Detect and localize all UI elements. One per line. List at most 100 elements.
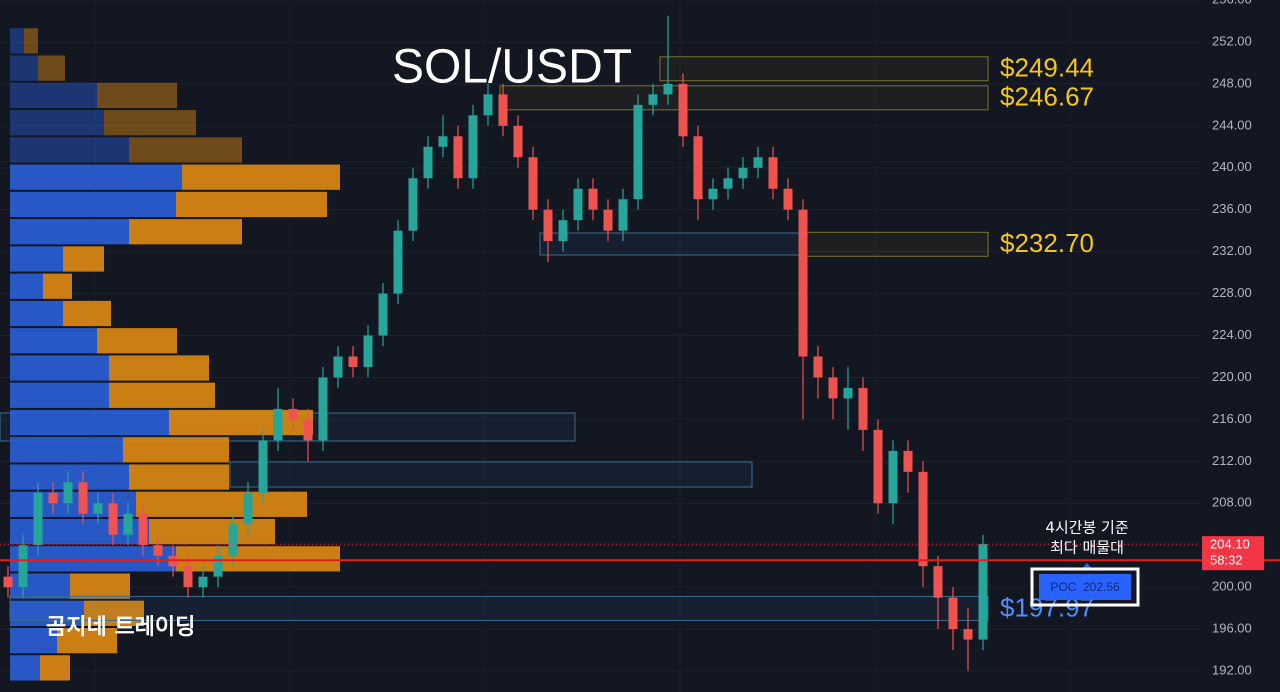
y-tick-label: 192.00 xyxy=(1212,662,1252,677)
y-tick-label: 200.00 xyxy=(1212,579,1252,594)
profile-sell xyxy=(84,600,144,626)
candle-body xyxy=(708,188,718,200)
candle-body xyxy=(183,566,193,588)
y-tick-label: 252.00 xyxy=(1212,33,1252,48)
profile-buy xyxy=(10,137,129,163)
candle-body xyxy=(798,209,808,357)
candle-body xyxy=(588,188,598,210)
candle-body xyxy=(573,188,583,221)
profile-sell xyxy=(129,219,242,245)
candle-body xyxy=(528,157,538,210)
profile-buy xyxy=(10,246,63,272)
profile-sell xyxy=(63,300,111,327)
profile-buy xyxy=(10,164,182,190)
profile-sell xyxy=(97,82,177,109)
candles xyxy=(3,15,988,672)
profile-buy xyxy=(10,273,43,299)
candle-body xyxy=(483,94,493,116)
candle-body xyxy=(498,94,508,126)
poc-box xyxy=(1039,574,1131,600)
candle-body xyxy=(783,188,793,210)
candle-body xyxy=(888,450,898,504)
candle-body xyxy=(258,440,268,493)
zone-box xyxy=(799,231,989,257)
y-tick-label: 228.00 xyxy=(1212,285,1252,300)
y-tick-label: 196.00 xyxy=(1212,621,1252,636)
candle-body xyxy=(153,545,163,556)
profile-buy xyxy=(10,409,169,436)
profile-buy xyxy=(10,627,57,654)
candle-body xyxy=(378,293,388,336)
zone-box xyxy=(659,56,989,82)
candle-body xyxy=(273,408,283,441)
candle-body xyxy=(93,503,103,514)
y-tick-label: 244.00 xyxy=(1212,117,1252,132)
y-tick-label: 232.00 xyxy=(1212,243,1252,258)
candle-body xyxy=(123,513,133,535)
profile-sell xyxy=(43,273,72,299)
candle-body xyxy=(768,157,778,189)
candle-body xyxy=(228,524,238,556)
profile-buy xyxy=(10,437,123,463)
profile-buy xyxy=(10,546,176,572)
candle-body xyxy=(843,387,853,399)
poc-note: 4시간봉 기준 xyxy=(1045,519,1129,537)
profile-buy xyxy=(10,28,24,54)
candle-body xyxy=(918,471,928,567)
price-badge-countdown: 58:32 xyxy=(1210,553,1243,568)
poc-note: 최다 매물대 xyxy=(1050,539,1124,557)
y-tick-label: 208.00 xyxy=(1212,495,1252,510)
candle-body xyxy=(963,629,973,640)
candle-body xyxy=(753,157,763,168)
candle-body xyxy=(63,482,73,504)
candle-body xyxy=(363,335,373,367)
candle-body xyxy=(663,83,673,95)
candle-body xyxy=(468,115,478,179)
candle-body xyxy=(633,104,643,200)
poc-label: POC 202.56 xyxy=(1050,580,1120,594)
y-tick-label: 240.00 xyxy=(1212,159,1252,174)
profile-sell xyxy=(129,137,242,163)
y-tick-label: 248.00 xyxy=(1212,75,1252,90)
profile-sell xyxy=(70,573,130,599)
candle-body xyxy=(243,492,253,525)
profile-sell xyxy=(40,655,70,681)
candle-body xyxy=(858,387,868,430)
candle-body xyxy=(603,209,613,231)
candle-body xyxy=(333,356,343,378)
candle-body xyxy=(543,209,553,242)
profile-sell xyxy=(136,491,307,517)
profile-buy xyxy=(10,300,63,327)
profile-sell xyxy=(24,28,38,54)
candle-body xyxy=(903,450,913,472)
candle-body xyxy=(828,377,838,399)
candle-body xyxy=(33,492,43,546)
candle-body xyxy=(933,566,943,598)
candle-body xyxy=(48,492,58,504)
zone-box xyxy=(229,461,753,488)
watermark: 곰지네 트레이딩 xyxy=(46,615,195,640)
poc-frame xyxy=(1030,567,1140,607)
profile-sell xyxy=(109,382,215,408)
profile-buy xyxy=(10,328,97,354)
profile-sell xyxy=(109,355,209,381)
y-tick-label: 224.00 xyxy=(1212,327,1252,342)
zone-box xyxy=(539,232,801,256)
profile-buy xyxy=(10,110,104,136)
profile-buy xyxy=(10,382,109,408)
candle-body xyxy=(393,230,403,294)
candle-body xyxy=(78,482,88,514)
profile-sell xyxy=(104,110,196,136)
y-tick-label: 216.00 xyxy=(1212,411,1252,426)
profile-sell xyxy=(57,627,117,654)
candle-body xyxy=(408,178,418,231)
profile-sell xyxy=(176,191,327,218)
profile-buy xyxy=(10,191,176,218)
candle-body xyxy=(303,419,313,441)
zone-box xyxy=(499,85,989,111)
candle-body xyxy=(618,199,628,231)
candle-body xyxy=(873,429,883,504)
price-badge-value: 204.10 xyxy=(1210,537,1250,552)
candle-body xyxy=(978,544,988,640)
